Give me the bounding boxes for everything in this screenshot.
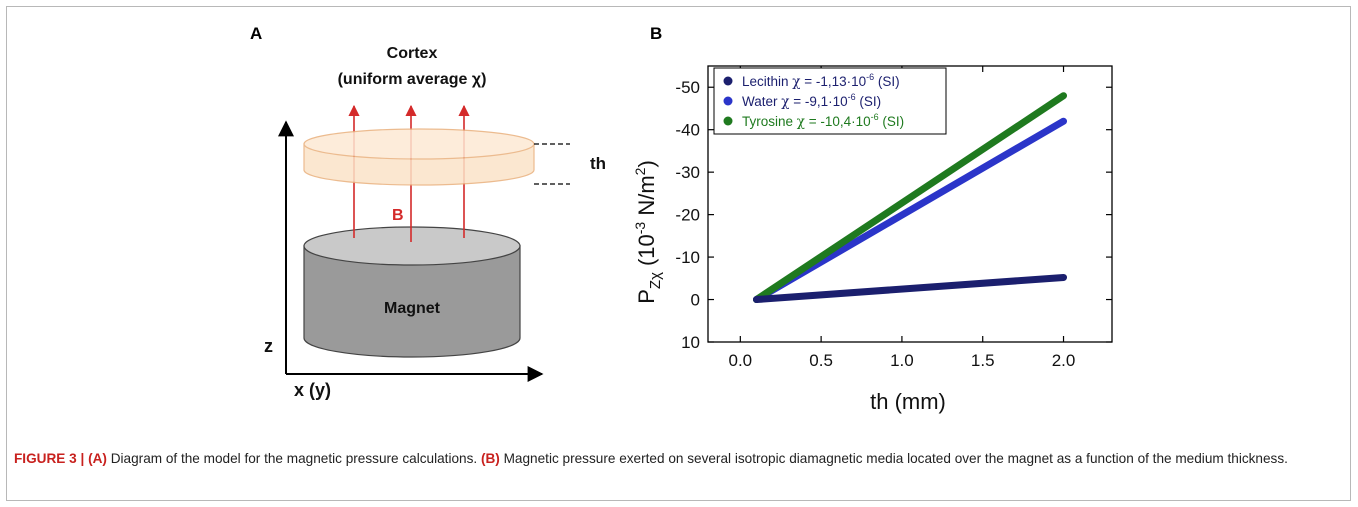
- panel-b-chart: B 0.0 0.5 1.0 1.5 2.0 -50 -40 -30 -20 -10 0 10 Leci…: [600, 24, 1140, 414]
- caption-part-a-label: (A): [88, 451, 107, 466]
- caption-part-a-text: Diagram of the model for the magnetic pr…: [106, 451, 481, 466]
- legend-box: [713, 67, 947, 135]
- caption-part-b-text: Magnetic pressure exerted on several iso…: [499, 451, 1288, 466]
- cortex-subtitle: (uniform average χ): [338, 71, 487, 88]
- legend-entry: Tyrosine χ = -10,4·10-6 (SI): [742, 112, 904, 130]
- y-tick-label: 10: [681, 333, 700, 352]
- y-tick-label: -20: [675, 206, 700, 225]
- cortex-title: Cortex: [387, 45, 438, 62]
- x-tick-label: 0.0: [728, 351, 752, 370]
- plot-area-frame: [707, 65, 1113, 343]
- panel-a-letter: A: [250, 24, 263, 43]
- cortex-disk: [303, 128, 535, 186]
- y-tick-label: -10: [675, 248, 700, 267]
- x-axis-label: th (mm): [870, 389, 946, 414]
- x-tick-label: 1.0: [890, 351, 914, 370]
- y-tick-label: -40: [675, 121, 700, 140]
- series-line-tyrosine: [752, 92, 1068, 304]
- svg-text:PZχ(10-3 N/m2): PZχ(10-3 N/m2): [632, 160, 664, 304]
- x-axis-label: x (y): [294, 380, 331, 400]
- panel-b-letter: B: [650, 24, 663, 43]
- figure-caption: FIGURE 3 | (A) Diagram of the model for …: [14, 449, 1334, 468]
- thickness-bracket: [534, 143, 577, 185]
- thickness-label: th: [590, 154, 607, 173]
- figure-frame: [6, 6, 1351, 501]
- legend-entry: Lecithin χ = -1,13·10-6 (SI): [742, 72, 900, 90]
- magnet-cylinder: [303, 226, 521, 358]
- x-tick-label: 1.5: [971, 351, 995, 370]
- pressure-chart: 0.0 0.5 1.0 1.5 2.0 -50 -40 -30 -20 -10 0 10 Lecith…: [632, 65, 1113, 414]
- magnet-label: Magnet: [384, 300, 441, 317]
- caption-part-b-label: (B): [480, 451, 500, 466]
- series-line-lecithin: [752, 273, 1068, 304]
- series-line-water: [752, 117, 1068, 304]
- y-tick-label: -50: [675, 78, 700, 97]
- y-tick-label: 0: [691, 291, 700, 310]
- y-tick-label: -30: [675, 163, 700, 182]
- x-tick-label: 2.0: [1052, 351, 1076, 370]
- z-axis-label: z: [264, 336, 273, 356]
- field-label-b: B: [392, 207, 404, 224]
- caption-figure-label: FIGURE 3 |: [14, 451, 85, 466]
- legend-marker: [723, 116, 733, 126]
- panel-a-diagram: A Cortex (uniform average χ) z x (y) Mag…: [240, 24, 606, 414]
- legend-marker: [723, 76, 733, 86]
- magnet-cortex-diagram: Cortex (uniform average χ) z x (y) Magne…: [264, 45, 577, 400]
- legend-entry: Water χ = -9,1·10-6 (SI): [742, 92, 881, 110]
- legend-marker: [723, 96, 733, 106]
- x-tick-label: 0.5: [809, 351, 833, 370]
- y-axis-label: PZχ(10-3 N/m2): [632, 160, 664, 304]
